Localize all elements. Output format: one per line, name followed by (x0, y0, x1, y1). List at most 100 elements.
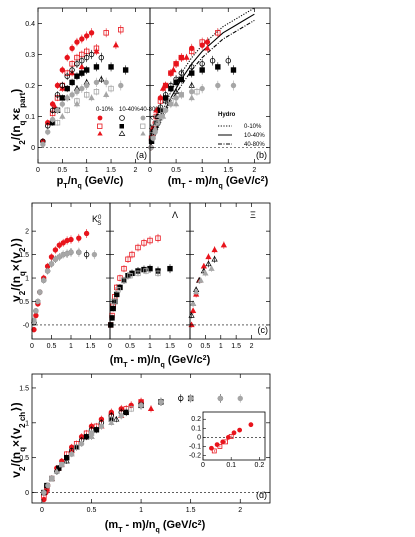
legend-marker-x-4080 (140, 131, 146, 136)
legend-species-lambda: Λ (149, 125, 153, 131)
data-point (172, 88, 180, 94)
panel-b: 0 0.5 1 1.5 2(b) (148, 7, 271, 174)
x-tick-label: 2 (250, 343, 254, 350)
y-tick-label: 0 (25, 490, 29, 497)
data-point (155, 235, 161, 241)
inset-y-tick-label: -0.1 (189, 443, 201, 450)
y-tick-label: 0.5 (19, 299, 29, 306)
data-point (183, 54, 190, 60)
data-point (56, 254, 62, 260)
data-point (93, 47, 100, 54)
data-point (88, 51, 95, 58)
species-k: K (92, 214, 98, 224)
data-point (79, 58, 85, 64)
data-point (178, 395, 184, 402)
y-tick-label: 1 (25, 276, 29, 283)
data-point (64, 73, 70, 79)
data-point (215, 82, 221, 89)
x-tick-label: 1 (139, 507, 143, 514)
data-point (199, 67, 205, 73)
data-point (127, 272, 133, 279)
data-point (93, 64, 100, 70)
x-tick-label: 0.5 (47, 343, 57, 350)
legend-species-k: K0S (149, 114, 158, 124)
svg-text:(mT - m)/nq (GeV/c2): (mT - m)/nq (GeV/c2) (110, 354, 211, 369)
inset-x-tick-label: 0 (201, 462, 205, 469)
panel-a-xlabel: pT/nq (GeV/c) (57, 175, 124, 190)
x-tick-label: 1.5 (186, 507, 196, 514)
data-point (59, 461, 65, 468)
data-point (189, 70, 195, 76)
data-point (98, 54, 105, 61)
data-point (35, 298, 41, 305)
data-point (108, 419, 115, 426)
data-point (172, 100, 180, 107)
x-tick-label: 1.5 (165, 343, 175, 350)
data-point (60, 240, 66, 246)
data-point (98, 423, 105, 429)
data-point (59, 67, 66, 73)
data-point (33, 312, 39, 319)
data-point (118, 82, 124, 89)
panel-c-xlabel: (mT - m)/nq (GeV/c2) (110, 354, 211, 369)
data-point (178, 92, 185, 98)
data-point (170, 66, 177, 73)
data-point (159, 113, 167, 119)
data-point (108, 64, 114, 70)
data-point (225, 58, 231, 64)
data-point (48, 254, 55, 260)
data-point (83, 230, 90, 237)
data-point (205, 260, 212, 267)
data-point (68, 450, 75, 457)
data-point (128, 406, 134, 412)
data-point (79, 70, 85, 76)
data-point (83, 92, 90, 98)
data-point (125, 256, 131, 262)
data-point (49, 116, 56, 123)
x-tick-label: 2 (238, 507, 242, 514)
data-point (162, 82, 169, 89)
data-point (157, 98, 164, 104)
data-point (147, 237, 153, 244)
data-point (88, 94, 95, 101)
data-point (189, 300, 197, 307)
species-k-sub: S (97, 221, 101, 227)
data-point (74, 88, 80, 95)
x-tick-label: 0 (188, 343, 192, 350)
data-point (215, 64, 221, 70)
inset-background (203, 412, 265, 460)
data-point (167, 265, 173, 272)
data-point (69, 79, 75, 86)
data-point (69, 92, 75, 98)
data-point (56, 242, 62, 248)
data-point (199, 85, 205, 92)
bottom-ylabel: v2/(nq×⟨v2 ch⟩) (9, 402, 27, 477)
data-point (69, 67, 75, 73)
inset-y-tick-label: -0.2 (189, 452, 201, 459)
data-point (98, 75, 105, 82)
data-point (223, 439, 228, 445)
hydro-curve (149, 7, 255, 148)
data-point (220, 439, 226, 445)
svg-text:(mT - m)/nq (GeV/c2): (mT - m)/nq (GeV/c2) (105, 519, 206, 534)
hydro-curve (149, 19, 255, 148)
y-tick-label: 0.2 (25, 83, 35, 90)
panel-b-xlabel: (mT - m)/nq (GeV/c2) (168, 175, 269, 190)
data-point (204, 44, 211, 51)
x-tick-label: 0 (40, 507, 44, 514)
inset-x-tick-label: 0.1 (226, 462, 236, 469)
data-point (52, 247, 59, 253)
x-tick-label: 1.5 (106, 167, 116, 174)
x-tick-label: 1 (85, 167, 89, 174)
inset-y-tick-label: 0 (197, 434, 201, 441)
data-point (217, 395, 224, 402)
legend-10-40: 10-40% (119, 107, 140, 113)
data-point (193, 288, 200, 295)
x-tick-label: 0 (30, 343, 34, 350)
legend-marker-x-010 (97, 131, 103, 136)
data-point (168, 85, 174, 92)
y-tick-label: 1.5 (19, 385, 29, 392)
y-tick-label: 0 (31, 145, 35, 152)
svg-text:v2/(nq×⟨v2 ch⟩): v2/(nq×⟨v2 ch⟩) (9, 402, 27, 477)
